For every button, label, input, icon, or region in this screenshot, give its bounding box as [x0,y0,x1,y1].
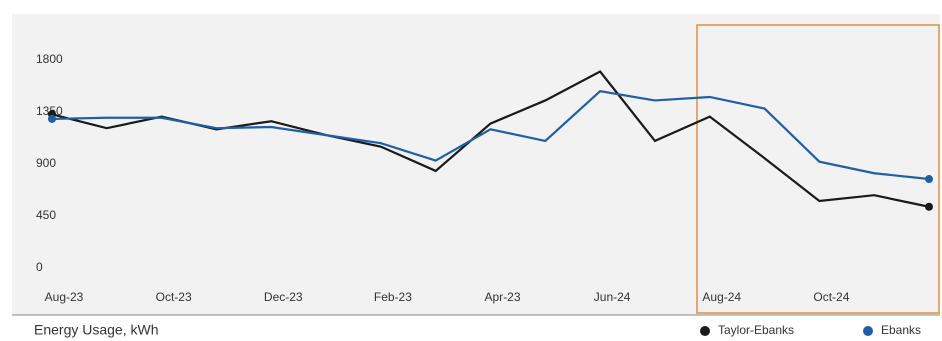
highlight-box [696,24,940,314]
x-tick-label: Dec-23 [264,290,303,304]
y-tick-label: 450 [36,208,56,222]
legend-label: Taylor-Ebanks [718,323,794,337]
legend-label: Ebanks [881,323,921,337]
y-tick-label: 1800 [36,52,63,66]
plot-background [12,14,940,315]
end-point [48,114,56,123]
x-tick-label: Feb-23 [374,290,412,304]
end-point [925,175,933,184]
x-tick-label: Oct-24 [813,290,849,304]
legend-marker [700,326,710,336]
y-tick-label: 900 [36,156,56,170]
x-tick-label: Apr-23 [484,290,520,304]
end-point [925,202,933,211]
y-tick-label: 0 [36,260,43,274]
x-tick-label: Oct-23 [156,290,192,304]
chart-title: Energy Usage, kWh [34,322,159,338]
series-line [51,90,930,181]
legend-marker [863,326,873,336]
x-tick-label: Aug-23 [45,290,84,304]
x-tick-label: Jun-24 [594,290,631,304]
x-tick-label: Aug-24 [702,290,741,304]
